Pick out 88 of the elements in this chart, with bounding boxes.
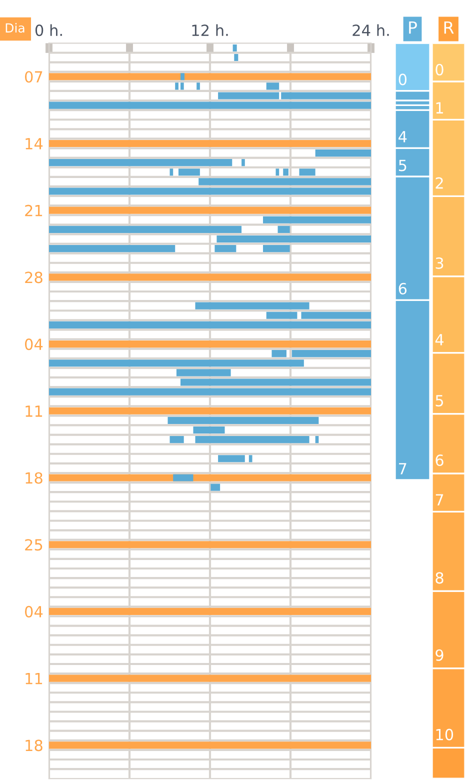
series-label: 7 (399, 463, 406, 474)
bar (168, 416, 319, 424)
series-label: 5 (398, 160, 406, 172)
bar (276, 168, 280, 176)
y-tick-label: 28 (25, 272, 42, 284)
series-label: 0 (398, 74, 407, 86)
bar (49, 140, 371, 148)
y-tick-label: 07 (25, 71, 42, 83)
bar (315, 150, 371, 157)
bar (292, 350, 371, 358)
y-tick-label: 18 (26, 740, 42, 752)
bar (49, 474, 371, 482)
bar (232, 44, 237, 52)
bar (195, 436, 310, 444)
bar (266, 82, 280, 90)
bar (180, 378, 371, 386)
y-tick-label: 14 (26, 138, 43, 150)
series-label: 1 (436, 102, 443, 114)
bar (49, 159, 232, 166)
bar (175, 82, 178, 90)
x-tick-label: 12 h. (192, 24, 228, 36)
bar (301, 312, 371, 319)
bar (193, 426, 225, 434)
bar (180, 73, 185, 80)
bar (170, 436, 184, 444)
bar (49, 360, 304, 367)
bar (214, 245, 236, 252)
series-label: 7 (436, 494, 444, 506)
series-label: 0 (436, 64, 444, 76)
bar (49, 73, 371, 80)
bar (178, 168, 200, 176)
bar (218, 455, 245, 462)
bar (49, 541, 371, 548)
bar (272, 350, 286, 358)
series-label: 2 (436, 177, 443, 189)
bar (49, 340, 371, 348)
bar (283, 168, 288, 176)
y-tick-label: 11 (26, 672, 42, 684)
series-label: 3 (436, 257, 444, 269)
series-label: 6 (398, 282, 407, 294)
series-label: 8 (436, 572, 444, 584)
series-label: 5 (436, 395, 444, 406)
bar (198, 178, 371, 186)
bar (281, 92, 371, 100)
y-tick-label: 11 (26, 406, 42, 417)
bar (49, 206, 371, 214)
bar (176, 369, 231, 376)
bar (49, 245, 176, 252)
bar (262, 245, 290, 252)
bar (49, 321, 371, 328)
x-tick-label: 0 h. (35, 24, 62, 36)
bar (262, 216, 371, 224)
bar (216, 235, 371, 243)
bar (180, 82, 184, 90)
bar (248, 455, 252, 462)
y-axis-title: Dia (6, 22, 24, 33)
chart-title: R (444, 21, 454, 34)
bar (49, 742, 371, 749)
series-label: 9 (436, 649, 444, 661)
bar (49, 102, 371, 109)
bar (49, 274, 371, 281)
bar (234, 54, 238, 62)
series-label: 4 (398, 131, 407, 142)
series-label: 10 (436, 728, 454, 740)
chart-title: P (409, 21, 417, 34)
y-tick-label: 21 (25, 204, 42, 216)
bar (278, 226, 290, 233)
bar (196, 82, 200, 90)
bar (210, 484, 220, 491)
bar (195, 302, 310, 310)
bar (49, 226, 242, 233)
bar (49, 407, 371, 414)
bar (242, 159, 245, 166)
y-tick-label: 18 (26, 472, 42, 484)
bar (266, 312, 298, 319)
y-tick-label: 25 (25, 539, 42, 551)
bar (49, 188, 371, 195)
bar (218, 92, 280, 100)
series-label: 4 (435, 334, 444, 346)
bar (49, 608, 371, 615)
series-label: 6 (436, 454, 444, 466)
bar (49, 388, 371, 396)
bar (173, 474, 194, 482)
y-tick-label: 04 (25, 606, 43, 618)
y-tick-label: 04 (25, 338, 43, 350)
bar (49, 674, 371, 682)
bar (299, 168, 316, 176)
x-tick-label: 24 h. (352, 24, 389, 36)
